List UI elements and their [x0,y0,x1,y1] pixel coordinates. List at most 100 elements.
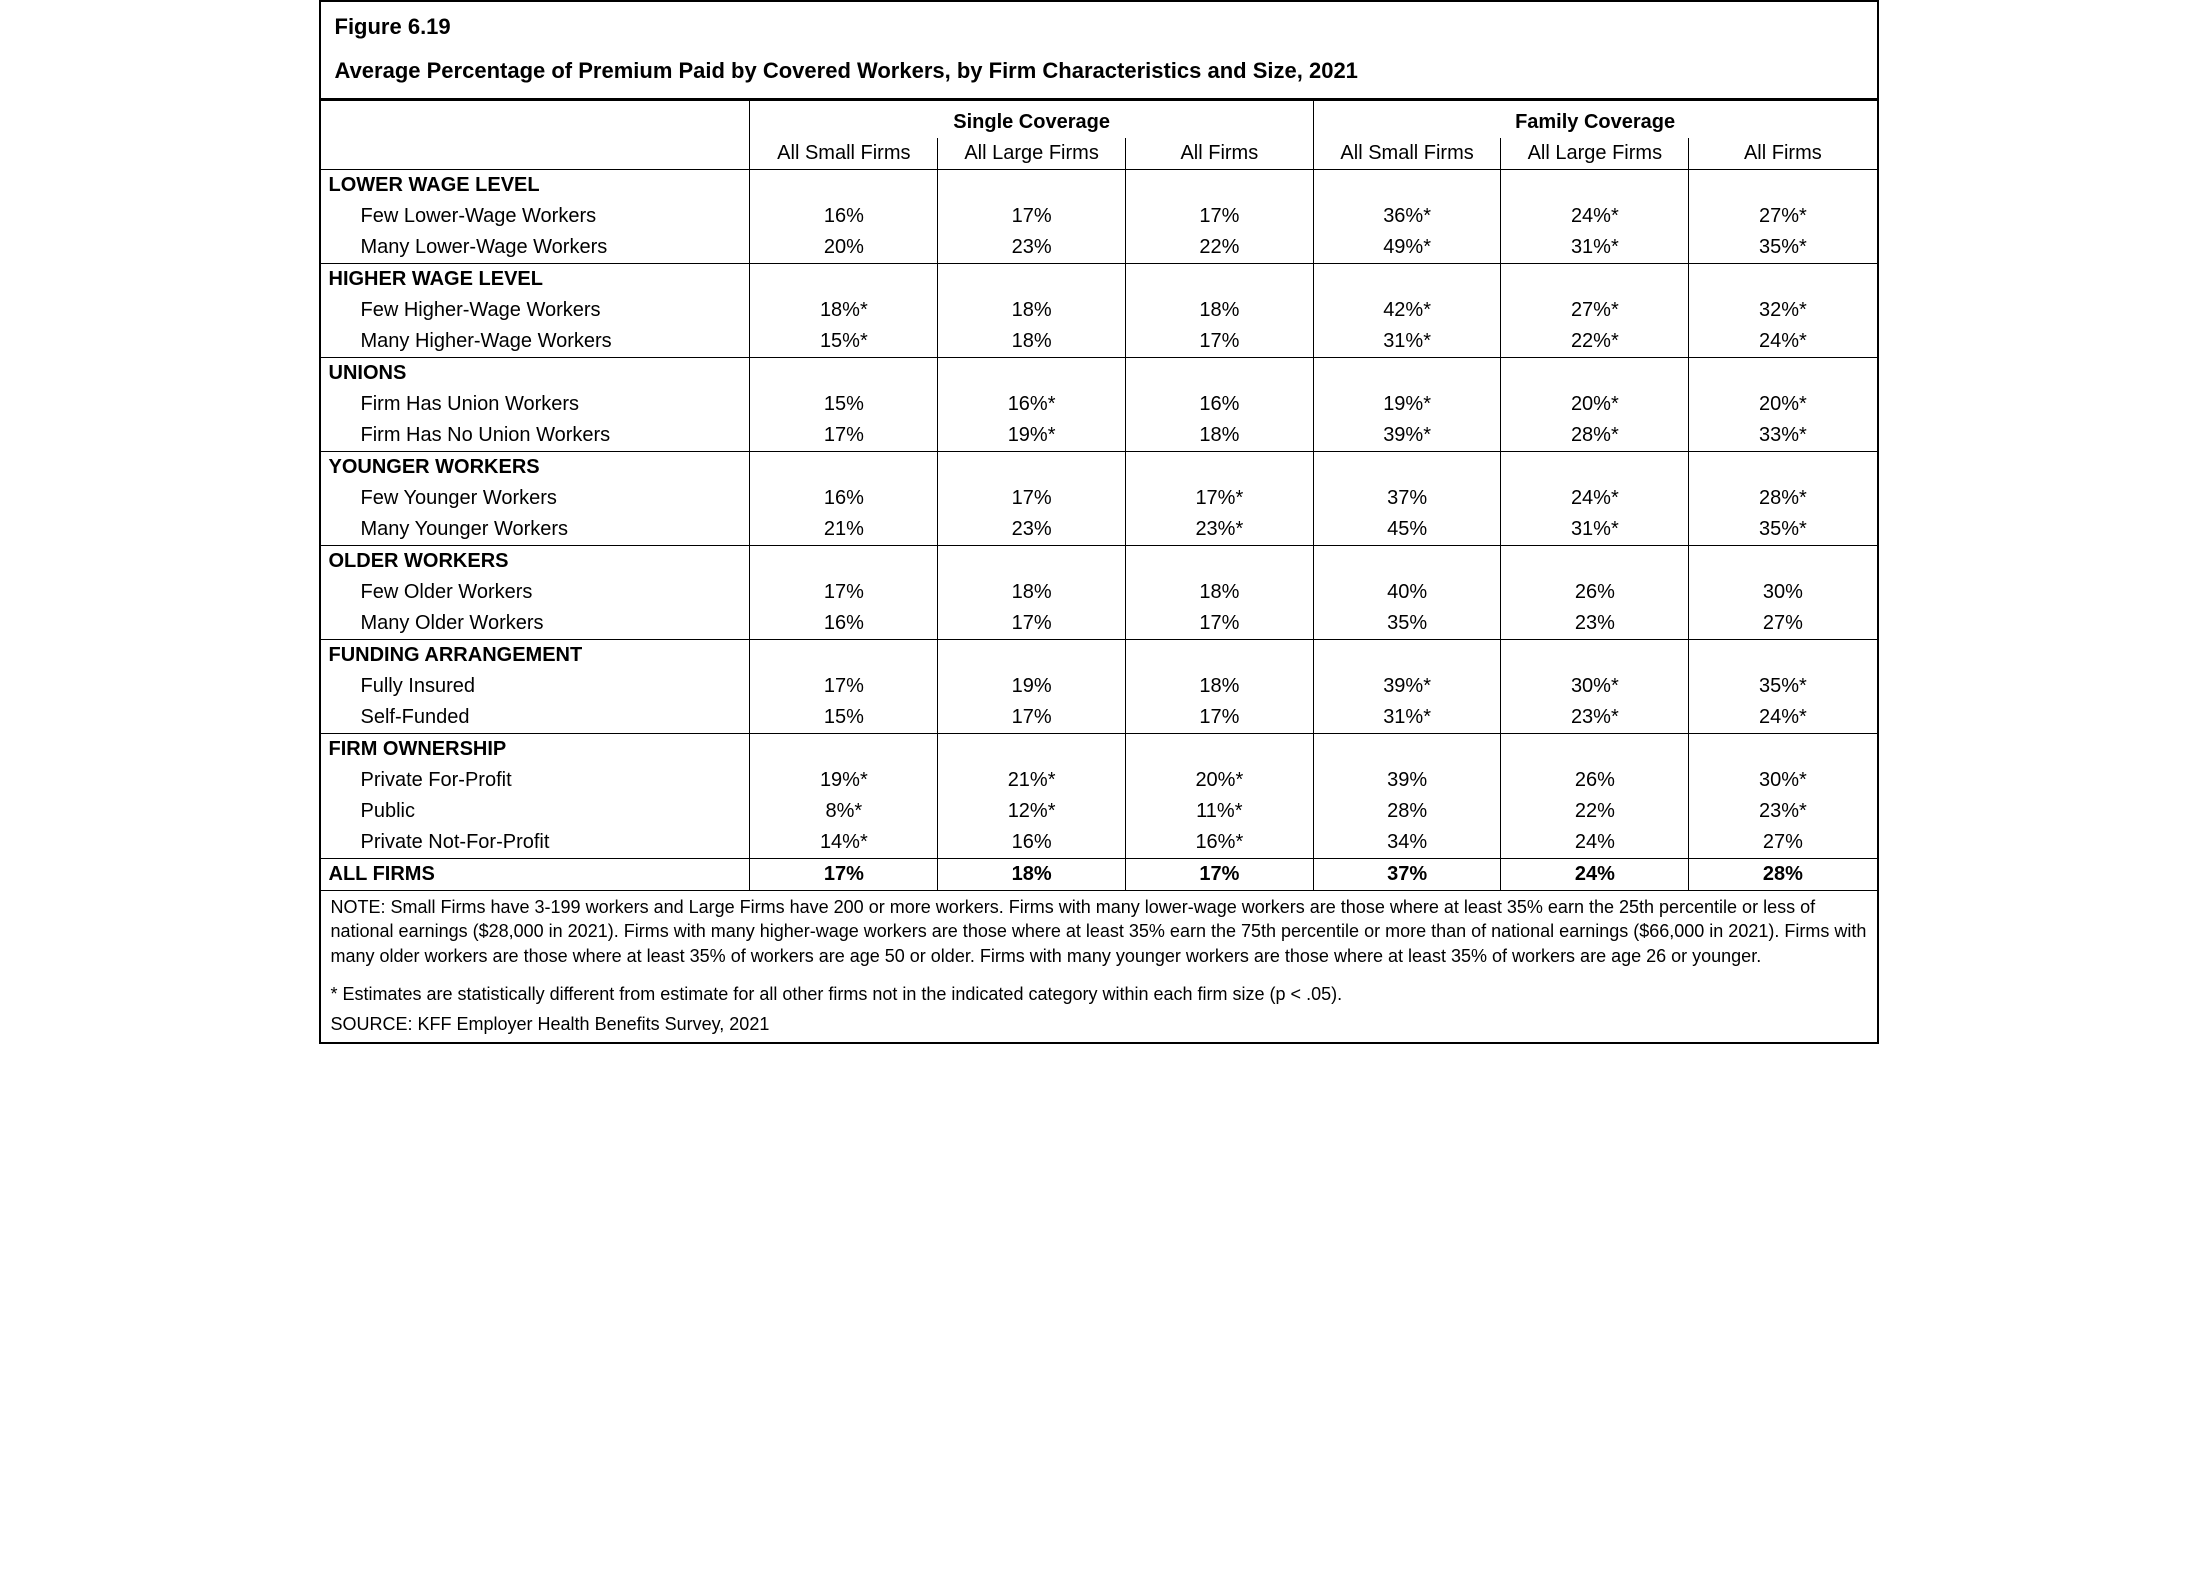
data-cell: 27%* [1689,201,1877,232]
data-cell: 16% [938,827,1126,859]
data-cell: 16% [750,201,938,232]
data-cell: 22%* [1501,326,1689,358]
data-cell: 17% [750,671,938,702]
blank-cell [1313,452,1501,484]
data-cell: 17%* [1125,483,1313,514]
figure-number: Figure 6.19 [335,14,1863,40]
data-cell: 16%* [1125,827,1313,859]
col-header: All Large Firms [1501,138,1689,170]
data-cell: 18%* [750,295,938,326]
data-cell: 17% [1125,326,1313,358]
blank-cell [1125,640,1313,672]
data-cell: 26% [1501,577,1689,608]
data-cell: 23%* [1125,514,1313,546]
blank-cell [938,546,1126,578]
section-header: OLDER WORKERS [321,546,750,578]
data-cell: 24%* [1689,702,1877,734]
row-label: Few Higher-Wage Workers [321,295,750,326]
data-cell: 27% [1689,608,1877,640]
blank-cell [1689,358,1877,390]
data-cell: 18% [938,577,1126,608]
blank-cell [938,170,1126,202]
data-cell: 11%* [1125,796,1313,827]
header-blank [321,101,750,138]
data-cell: 16% [750,483,938,514]
section-header: LOWER WAGE LEVEL [321,170,750,202]
figure-title: Average Percentage of Premium Paid by Co… [335,58,1863,84]
data-cell: 21%* [938,765,1126,796]
data-cell: 17% [750,577,938,608]
blank-cell [938,734,1126,766]
data-cell: 16%* [938,389,1126,420]
col-header: All Small Firms [750,138,938,170]
data-cell: 28% [1313,796,1501,827]
data-cell: 12%* [938,796,1126,827]
data-cell: 17% [938,702,1126,734]
blank-cell [1501,264,1689,296]
data-cell: 8%* [750,796,938,827]
blank-cell [750,640,938,672]
data-cell: 39% [1313,765,1501,796]
data-cell: 20%* [1689,389,1877,420]
section-header: UNIONS [321,358,750,390]
blank-cell [938,640,1126,672]
blank-cell [1689,734,1877,766]
section-header: FIRM OWNERSHIP [321,734,750,766]
data-table: Single Coverage Family Coverage All Smal… [321,101,1877,891]
blank-cell [938,358,1126,390]
data-cell: 16% [1125,389,1313,420]
blank-cell [1501,546,1689,578]
section-header: HIGHER WAGE LEVEL [321,264,750,296]
data-cell: 39%* [1313,420,1501,452]
data-cell: 35%* [1689,232,1877,264]
header-group-family: Family Coverage [1313,101,1876,138]
col-header: All Firms [1125,138,1313,170]
data-cell: 31%* [1501,232,1689,264]
data-cell: 18% [1125,671,1313,702]
data-cell: 20%* [1501,389,1689,420]
data-cell: 17% [1125,702,1313,734]
data-cell: 16% [750,608,938,640]
data-cell: 35%* [1689,671,1877,702]
blank-cell [1125,734,1313,766]
blank-cell [1501,452,1689,484]
data-cell: 15% [750,389,938,420]
row-label: Private Not-For-Profit [321,827,750,859]
data-cell: 23%* [1501,702,1689,734]
data-cell: 27% [1689,827,1877,859]
data-cell: 24%* [1501,483,1689,514]
data-cell: 31%* [1501,514,1689,546]
blank-cell [1689,452,1877,484]
data-cell: 17% [938,201,1126,232]
data-cell: 36%* [1313,201,1501,232]
data-cell: 28%* [1501,420,1689,452]
data-cell: 18% [938,859,1126,891]
blank-cell [1125,170,1313,202]
data-cell: 23% [938,232,1126,264]
section-header: YOUNGER WORKERS [321,452,750,484]
row-label: Firm Has No Union Workers [321,420,750,452]
data-cell: 15% [750,702,938,734]
data-cell: 22% [1125,232,1313,264]
row-label: Firm Has Union Workers [321,389,750,420]
blank-cell [1689,264,1877,296]
blank-cell [938,264,1126,296]
row-label: Many Older Workers [321,608,750,640]
subheader-blank [321,138,750,170]
blank-cell [1501,170,1689,202]
data-cell: 30%* [1501,671,1689,702]
data-cell: 17% [1125,201,1313,232]
blank-cell [1689,170,1877,202]
data-cell: 19%* [750,765,938,796]
row-label: Few Younger Workers [321,483,750,514]
data-cell: 22% [1501,796,1689,827]
data-cell: 28% [1689,859,1877,891]
data-cell: 27%* [1501,295,1689,326]
data-cell: 30% [1689,577,1877,608]
blank-cell [750,358,938,390]
blank-cell [1689,546,1877,578]
data-cell: 39%* [1313,671,1501,702]
blank-cell [1313,734,1501,766]
row-label: Many Higher-Wage Workers [321,326,750,358]
blank-cell [1501,358,1689,390]
